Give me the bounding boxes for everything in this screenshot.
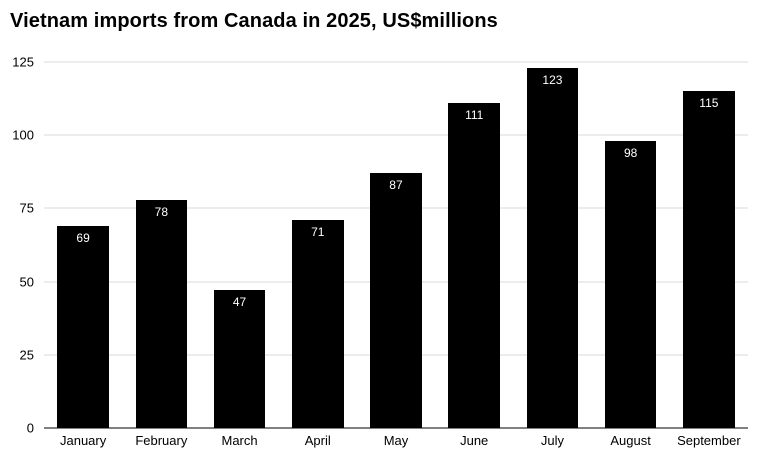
bars-row: 69 78 47 71 87 111 123 98 115 (44, 62, 748, 428)
bar-value-label-june: 111 (465, 108, 484, 122)
bar-value-label-august: 98 (623, 146, 638, 161)
bar-june: 111 (448, 103, 500, 428)
x-tick-label-january: January (59, 433, 107, 448)
y-axis: 0 25 50 75 100 125 (0, 55, 36, 436)
bar-january: 69 (57, 225, 109, 428)
y-tick-label-125: 125 (12, 54, 34, 70)
x-tick-label-august: August (610, 433, 651, 448)
y-tick-label-0: 0 (26, 420, 34, 436)
bar-slot-april: 71 (279, 62, 357, 428)
bar-value-label-march: 47 (232, 295, 247, 310)
bar-value-label-september: 115 (699, 96, 719, 111)
bar-slot-september: 115 (670, 62, 748, 428)
x-axis: January February March April May June July Augu… (44, 433, 748, 448)
bar-slot-february: 78 (122, 62, 200, 428)
bar-february: 78 (135, 199, 188, 428)
bar-slot-may: 87 (357, 62, 435, 428)
bar-september: 115 (683, 91, 735, 428)
bar-slot-july: 123 (513, 62, 591, 428)
y-tick-label-50: 50 (19, 274, 34, 290)
bar-slot-january: 69 (44, 62, 122, 428)
bar-value-label-may: 87 (389, 178, 403, 193)
bar-july: 123 (526, 67, 579, 428)
x-tick-label-april: April (304, 433, 331, 448)
bar-slot-march: 47 (200, 62, 278, 428)
y-tick-label-100: 100 (12, 127, 34, 143)
bar-value-label-february: 78 (154, 204, 168, 219)
gridline-125 (44, 61, 748, 63)
y-tick-label-25: 25 (19, 347, 34, 363)
x-tick-label-february: February (135, 433, 188, 448)
bar-august: 98 (604, 141, 657, 428)
bar-march: 47 (213, 290, 266, 428)
plot-area: 69 78 47 71 87 111 123 98 115 (44, 61, 748, 429)
x-tick-label-june: June (460, 433, 489, 448)
bar-slot-august: 98 (592, 62, 670, 428)
bar-may: 87 (370, 173, 422, 428)
bar-april: 71 (291, 220, 344, 428)
x-tick-label-september: September (677, 433, 741, 448)
y-tick-label-75: 75 (19, 200, 34, 216)
gridline-100 (44, 134, 748, 136)
x-tick-label-march: March (221, 433, 258, 448)
x-tick-label-july: July (540, 433, 564, 448)
bar-slot-june: 111 (435, 62, 513, 428)
bar-value-label-april: 71 (311, 225, 325, 240)
x-axis-baseline (44, 427, 748, 429)
bar-value-label-january: 69 (76, 230, 90, 245)
chart-title: Vietnam imports from Canada in 2025, US$… (10, 10, 498, 32)
x-tick-label-may: May (383, 433, 409, 448)
bar-value-label-july: 123 (542, 72, 563, 87)
